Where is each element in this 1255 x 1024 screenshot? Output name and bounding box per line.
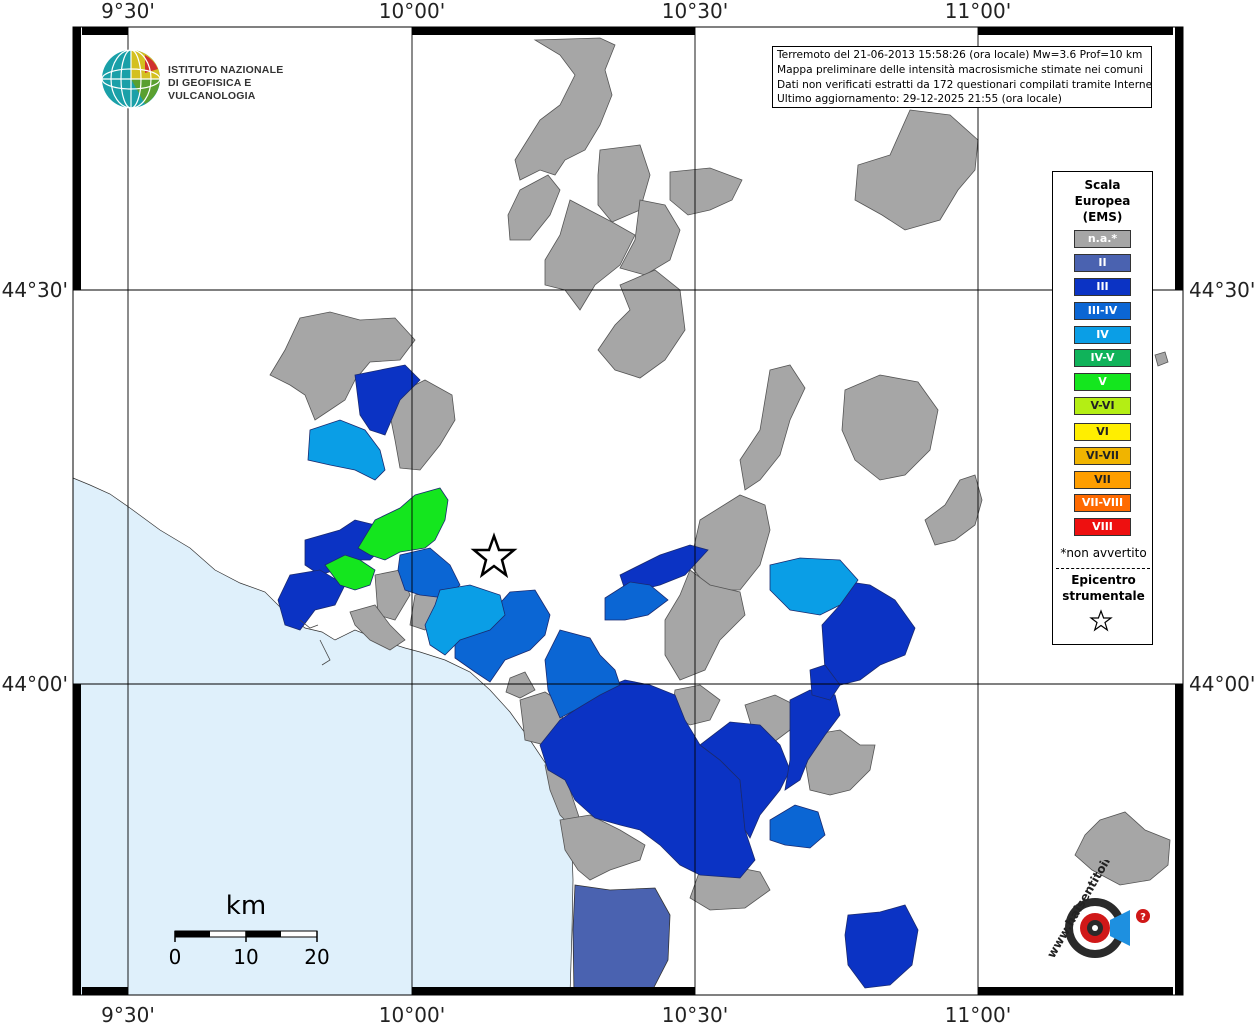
lon-tick-bottom: 10°30' — [662, 1003, 728, 1024]
event-info-box: Terremoto del 21-06-2013 15:58:26 (ora l… — [772, 46, 1152, 108]
legend-item: VII — [1074, 471, 1131, 489]
coastline-detail — [299, 619, 331, 666]
ingv-name-line: ISTITUTO NAZIONALE — [168, 64, 284, 76]
lon-tick-top: 11°00' — [945, 0, 1011, 23]
scale-bar: km 0 10 20 — [169, 891, 330, 969]
intensity-legend: Scala Europea (EMS) n.a.* II III III-IV … — [1052, 171, 1153, 645]
graticule — [73, 27, 1183, 995]
lat-tick-right: 44°30' — [1189, 278, 1255, 302]
longitude-labels-bottom: 9°30' 10°00' 10°30' 11°00' — [101, 1003, 1011, 1024]
frame-bars — [73, 27, 1183, 995]
lon-tick-bottom: 9°30' — [101, 1003, 155, 1024]
legend-epicenter-line: strumentale — [1062, 589, 1145, 603]
lat-tick-right: 44°00' — [1189, 672, 1255, 696]
epicenter-star-icon — [470, 532, 518, 579]
legend-item: V — [1074, 373, 1131, 391]
ingv-logo: ISTITUTO NAZIONALE DI GEOFISICA E VULCAN… — [100, 47, 340, 111]
lat-tick-left: 44°30' — [2, 278, 68, 302]
haisentito-logo: ? www.haisentitoilterremoto.it — [1044, 860, 1155, 961]
event-info-line: Dati non verificati estratti da 172 ques… — [777, 78, 1152, 91]
legend-title-line: Europea — [1074, 194, 1131, 208]
legend-item: n.a.* — [1074, 230, 1131, 248]
legend-item: V-VI — [1074, 397, 1131, 415]
legend-item: III — [1074, 278, 1131, 296]
legend-title-line: Scala — [1084, 178, 1121, 192]
comuni-intensity-iii — [277, 364, 919, 989]
scale-label: 10 — [233, 945, 258, 969]
comuni-intensity-v — [324, 487, 449, 591]
legend-item: VIII — [1074, 518, 1131, 536]
svg-text:?: ? — [1140, 912, 1146, 923]
lon-tick-top: 10°30' — [662, 0, 728, 23]
legend-epicenter-label: Epicentro strumentale — [1053, 572, 1154, 604]
legend-note: *non avvertito — [1060, 546, 1147, 560]
globe-icon — [101, 49, 161, 109]
scale-label: 20 — [304, 945, 329, 969]
comuni-intensity-iv — [307, 419, 859, 656]
scale-label: 0 — [169, 945, 182, 969]
legend-title: Scala Europea (EMS) — [1053, 177, 1152, 225]
longitude-labels-top: 9°30' 10°00' 10°30' 11°00' — [101, 0, 1011, 23]
legend-item: II — [1074, 254, 1131, 272]
lon-tick-top: 9°30' — [101, 0, 155, 23]
legend-item: IV-V — [1074, 349, 1131, 367]
comuni-not-felt — [269, 37, 1171, 911]
comuni-intensity-iii-iv — [397, 547, 826, 849]
legend-title-line: (EMS) — [1082, 210, 1123, 224]
ingv-name: ISTITUTO NAZIONALE DI GEOFISICA E VULCAN… — [168, 64, 340, 103]
lon-tick-bottom: 10°00' — [379, 1003, 445, 1024]
latitude-labels: 44°30' 44°00' 44°30' 44°00' — [2, 278, 1255, 696]
legend-divider — [1056, 568, 1150, 569]
epicenter-star-icon — [1089, 609, 1113, 632]
event-info-line: Terremoto del 21-06-2013 15:58:26 (ora l… — [777, 49, 1143, 61]
lon-tick-top: 10°00' — [379, 0, 445, 23]
comuni-intensity-ii — [572, 884, 671, 996]
legend-item: IV — [1074, 326, 1131, 344]
ingv-name-line: DI GEOFISICA E VULCANOLOGIA — [168, 77, 256, 102]
lon-tick-bottom: 11°00' — [945, 1003, 1011, 1024]
legend-item: III-IV — [1074, 302, 1131, 320]
lat-tick-left: 44°00' — [2, 672, 68, 696]
legend-epicenter-line: Epicentro — [1071, 573, 1136, 587]
scale-unit: km — [226, 891, 266, 921]
legend-item: VII-VIII — [1074, 494, 1131, 512]
event-info-line: Ultimo aggiornamento: 29-12-2025 21:55 (… — [777, 93, 1062, 106]
legend-item: VI-VII — [1074, 447, 1131, 465]
legend-item: VI — [1074, 423, 1131, 441]
event-info-line: Mappa preliminare delle intensità macros… — [777, 63, 1144, 76]
